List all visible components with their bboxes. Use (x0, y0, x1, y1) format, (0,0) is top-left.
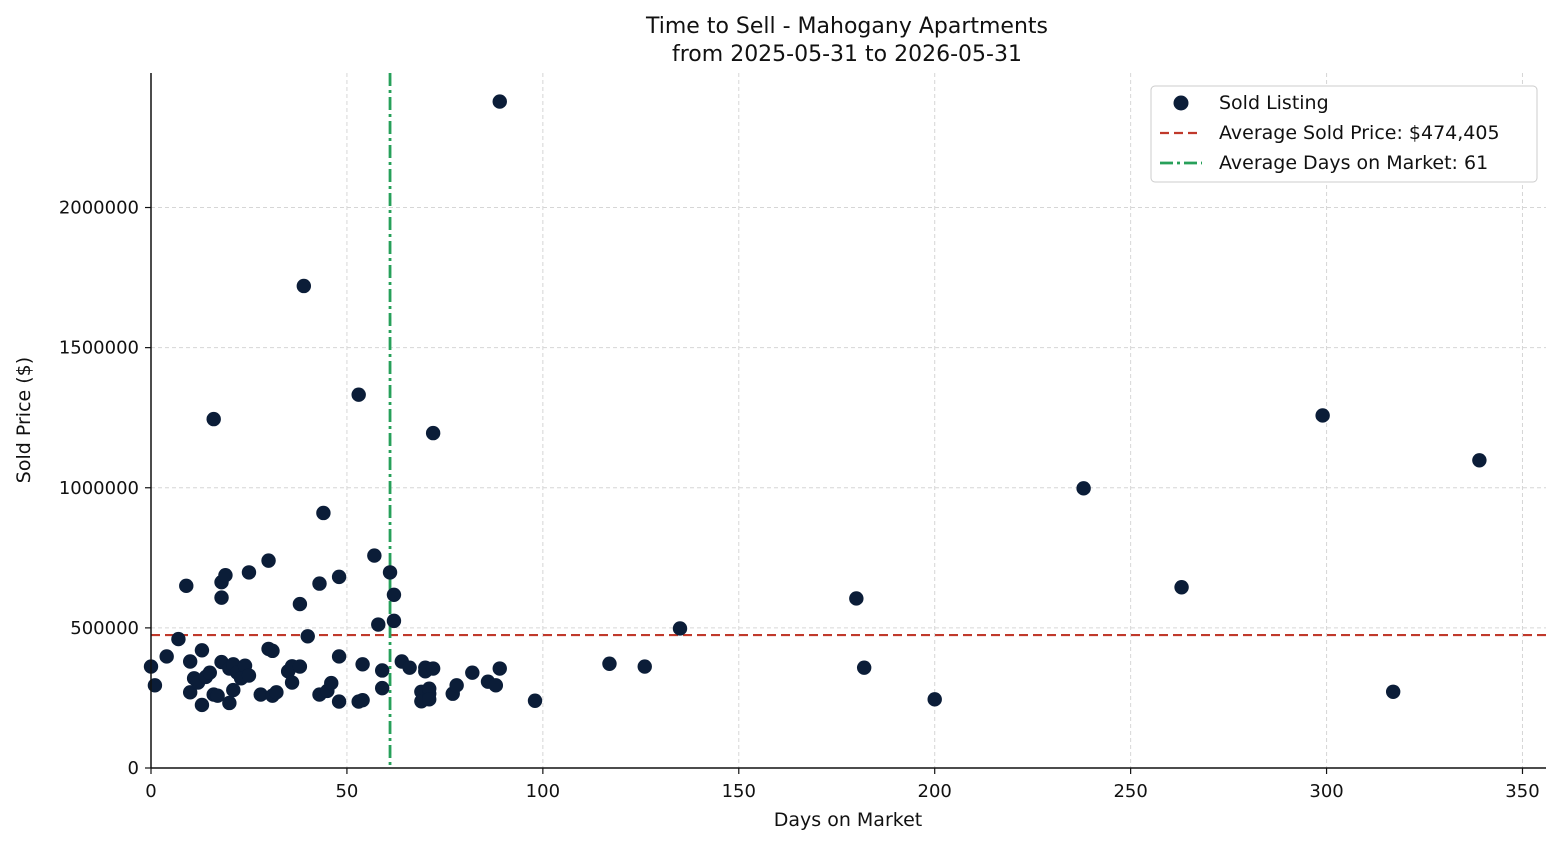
chart-title: Time to Sell - Mahogany Apartments (645, 14, 1048, 39)
x-tick-label: 150 (722, 781, 756, 802)
data-point (374, 663, 390, 678)
x-axis-label: Days on Market (774, 809, 922, 831)
data-point (202, 665, 217, 680)
y-axis-label: Sold Price ($) (13, 357, 35, 483)
data-point (1315, 408, 1330, 423)
data-point (331, 569, 347, 585)
data-point (425, 661, 441, 676)
x-tick-label: 200 (918, 781, 952, 802)
x-tick-label: 0 (145, 781, 156, 802)
data-point (214, 590, 229, 605)
data-point (210, 688, 225, 703)
data-point (355, 692, 370, 708)
data-point (382, 565, 398, 580)
data-point (292, 659, 308, 674)
data-point (374, 680, 390, 696)
data-point (182, 654, 198, 669)
data-point (241, 668, 257, 683)
y-tick-label: 1500000 (59, 338, 139, 359)
data-point (147, 678, 163, 693)
data-point (194, 643, 210, 658)
data-point (849, 591, 864, 606)
legend-label-average-sold-price: Average Sold Price: $474,405 (1219, 122, 1500, 144)
y-tick-label: 500000 (70, 618, 139, 639)
data-point (672, 621, 688, 636)
data-point (386, 587, 402, 603)
y-axis-ticks: 0 500000 1000000 1500000 2000000 (59, 198, 151, 779)
y-tick-label: 2000000 (59, 198, 139, 219)
x-tick-label: 250 (1113, 781, 1147, 802)
data-point (226, 682, 241, 698)
legend-label-average-days-on-market: Average Days on Market: 61 (1219, 152, 1488, 174)
data-point (422, 692, 437, 707)
data-point (269, 685, 284, 700)
data-point (179, 578, 194, 594)
data-point (1174, 580, 1189, 595)
data-point (637, 659, 652, 674)
data-point (292, 596, 308, 612)
data-point (602, 656, 617, 671)
data-point (927, 692, 942, 707)
data-point (1385, 684, 1401, 699)
data-point (386, 613, 402, 629)
legend: Sold Listing Average Sold Price: $474,40… (1150, 85, 1538, 183)
data-point (371, 617, 386, 632)
data-point (296, 278, 312, 294)
legend-label-sold-listing: Sold Listing (1219, 92, 1329, 114)
data-point (182, 685, 198, 700)
x-axis-ticks: 0 50 100 150 200 250 300 350 (145, 768, 1540, 802)
data-point (265, 643, 280, 659)
data-point (856, 660, 872, 675)
data-point (316, 505, 331, 521)
data-point (355, 657, 370, 672)
data-point (488, 678, 504, 693)
data-point (351, 387, 366, 402)
data-point (241, 565, 257, 580)
chart-subtitle: from 2025-05-31 to 2026-05-31 (672, 42, 1022, 67)
data-point (1472, 453, 1487, 468)
x-tick-label: 300 (1309, 781, 1343, 802)
grid (151, 73, 1546, 768)
data-point (206, 411, 221, 427)
data-point (312, 576, 327, 591)
data-point (527, 693, 543, 708)
x-tick-label: 100 (526, 781, 560, 802)
data-point (222, 695, 237, 711)
data-point (324, 675, 339, 691)
data-point (492, 661, 507, 676)
data-point (367, 548, 382, 563)
y-tick-label: 0 (128, 758, 139, 779)
data-point (331, 694, 347, 709)
legend-box (1150, 85, 1538, 183)
data-point (300, 629, 315, 644)
scatter-points (143, 94, 1487, 713)
data-point (171, 631, 186, 647)
legend-marker-sold-listing (1173, 95, 1189, 111)
data-point (449, 678, 464, 693)
x-tick-label: 50 (335, 781, 358, 802)
data-point (284, 675, 300, 690)
data-point (1076, 481, 1091, 496)
data-point (261, 553, 276, 568)
data-point (218, 567, 233, 583)
data-point (465, 665, 480, 680)
data-point (425, 425, 441, 441)
data-point (422, 681, 437, 696)
data-point (159, 649, 174, 664)
y-tick-label: 1000000 (59, 478, 139, 499)
data-point (402, 660, 417, 675)
data-point (253, 687, 268, 702)
data-point (194, 697, 210, 713)
data-point (492, 94, 507, 109)
x-tick-label: 350 (1505, 781, 1539, 802)
data-point (331, 649, 347, 664)
